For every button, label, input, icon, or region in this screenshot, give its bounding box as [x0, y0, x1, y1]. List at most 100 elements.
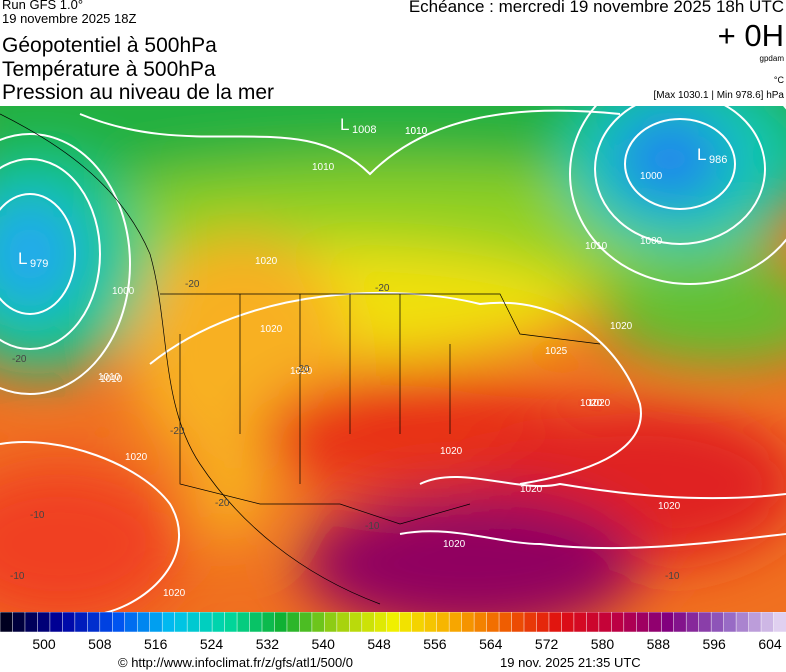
colorbar-tick-label: 604 — [758, 636, 782, 652]
colorbar-swatch — [710, 612, 725, 633]
low-value: 1008 — [352, 124, 376, 136]
isobar-label: 1020 — [658, 501, 681, 512]
colorbar-swatch — [161, 612, 176, 633]
isobars — [0, 106, 786, 612]
colorbar-swatch — [673, 612, 687, 633]
isotherm-label: -10 — [365, 521, 380, 532]
colorbar-swatch — [236, 612, 251, 633]
colorbar-swatch — [486, 612, 500, 633]
colorbar-swatch — [174, 612, 188, 633]
isobar-label: 1020 — [163, 588, 186, 599]
colorbar-swatch — [311, 612, 326, 633]
colorbar-tick-label: 516 — [144, 636, 168, 652]
isobar-label: 1000 — [640, 171, 663, 182]
isobar-label: 1010 — [312, 162, 335, 173]
colorbar-swatch — [598, 612, 613, 633]
colorbar-swatch — [611, 612, 625, 633]
colorbar-swatch — [361, 612, 376, 633]
unit: gpdam — [759, 54, 784, 63]
colorbar-swatch — [573, 612, 588, 633]
colorbar-swatch — [112, 612, 126, 633]
colorbar-swatch — [299, 612, 313, 633]
field-title: Pression au niveau de la mer — [2, 81, 274, 104]
isobar-label: 1000 — [112, 286, 135, 297]
colorbar-swatch — [436, 612, 450, 633]
pressure-range: [Max 1030.1 | Min 978.6] hPa — [653, 90, 784, 101]
colorbar-swatch — [186, 612, 201, 633]
colorbar: 500 508 516 524 532 540 548 556 564 572 580 588 596 6… — [0, 612, 786, 652]
colorbar-tick-label: 588 — [647, 636, 671, 652]
isobar-label: 1020 — [610, 321, 633, 332]
colorbar-swatch — [62, 612, 76, 633]
colorbar-swatch — [224, 612, 238, 633]
isobar-label: 1010 — [585, 241, 608, 252]
colorbar-swatch — [37, 612, 51, 633]
low-value: 979 — [30, 258, 48, 270]
colorbar-swatch — [723, 612, 737, 633]
colorbar-tick-label: 580 — [591, 636, 615, 652]
generated: 19 nov. 2025 21:35 UTC — [500, 655, 641, 670]
colorbar-swatch — [648, 612, 662, 633]
colorbar-swatch — [685, 612, 700, 633]
lead-time: + 0H — [717, 18, 784, 53]
source: © http://www.infoclimat.fr/z/gfs/atl1/50… — [118, 655, 354, 670]
colorbar-swatch — [124, 612, 138, 633]
isobar-label: 1020 — [255, 256, 278, 267]
isotherm-label: -20 — [215, 498, 230, 509]
colorbar-swatch — [660, 612, 675, 633]
isobar-label: 1000 — [640, 236, 663, 247]
isobar-label: 1025 — [545, 346, 568, 357]
colorbar-swatch — [698, 612, 712, 633]
colorbar-swatch — [760, 612, 775, 633]
valid-time: Echéance : mercredi 19 novembre 2025 18h… — [408, 0, 784, 16]
isotherm-label: -10 — [10, 571, 25, 582]
isobar-label: 1020 — [520, 484, 543, 495]
isobar-label: 1010 — [98, 372, 121, 383]
colorbar-tick-label: 556 — [423, 636, 447, 652]
isobar-label: 1020 — [580, 398, 603, 409]
colorbar-swatch — [87, 612, 101, 633]
colorbar-swatch — [398, 612, 413, 633]
colorbar-swatch — [586, 612, 600, 633]
colorbar-swatch — [523, 612, 538, 633]
colorbar-swatch — [99, 612, 114, 633]
colorbar-swatch — [561, 612, 575, 633]
colorbar-tick-label: 572 — [535, 636, 559, 652]
colorbar-swatch — [511, 612, 525, 633]
colorbar-swatch — [411, 612, 425, 633]
colorbar-swatch — [336, 612, 351, 633]
colorbar-tick-label: 524 — [200, 636, 224, 652]
run-date: 19 novembre 2025 18Z — [2, 11, 137, 26]
colorbar-tick-label: 532 — [256, 636, 280, 652]
colorbar-swatch — [473, 612, 488, 633]
colorbar-tick-label: 508 — [88, 636, 112, 652]
low-symbol: L — [340, 115, 349, 134]
colorbar-swatch — [748, 612, 762, 633]
field-title: Géopotentiel à 500hPa — [2, 34, 217, 57]
isobar-label: 1020 — [260, 324, 283, 335]
colorbar-swatch — [249, 612, 263, 633]
colorbar-swatch — [149, 612, 163, 633]
colorbar-swatch — [773, 612, 786, 633]
temperature-field — [0, 106, 786, 612]
colorbar-swatch — [498, 612, 513, 633]
colorbar-swatch — [623, 612, 638, 633]
isobar-label: 1010 — [405, 126, 428, 137]
colorbar-swatch — [136, 612, 151, 633]
colorbar-swatch — [0, 612, 14, 633]
borders — [0, 113, 601, 605]
low-symbol: L — [697, 145, 706, 164]
colorbar-swatch — [461, 612, 475, 633]
colorbar-swatch — [24, 612, 39, 633]
low-symbol: L — [18, 249, 27, 268]
isobar-label: 1010 — [405, 126, 428, 137]
colorbar-swatch — [349, 612, 363, 633]
field-title: Température à 500hPa — [2, 58, 216, 81]
isotherm-label: -20 — [12, 354, 27, 365]
colorbar-swatch — [211, 612, 226, 633]
colorbar-swatch — [74, 612, 89, 633]
unit: °C — [773, 75, 784, 85]
isobar-label: 1010 — [100, 374, 123, 385]
isotherm-label: -20 — [295, 364, 310, 375]
